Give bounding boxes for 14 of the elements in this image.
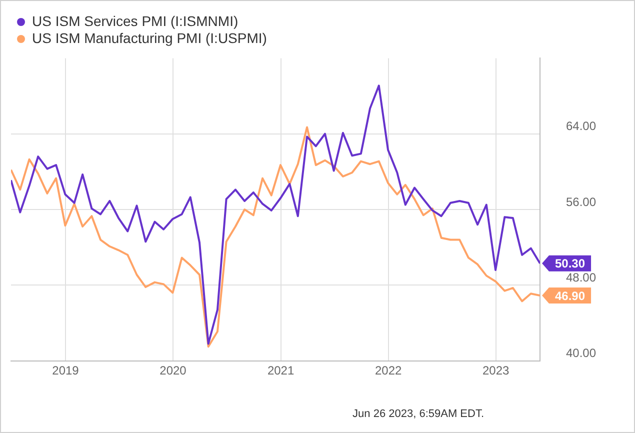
x-tick-label: 2022 <box>374 363 402 378</box>
legend-label: US ISM Manufacturing PMI (I:USPMI) <box>32 30 267 47</box>
data-label: 46.90 <box>555 288 586 303</box>
x-tick-label: 2023 <box>482 363 510 378</box>
x-tick-label: 2020 <box>160 363 187 378</box>
y-tick-label: 56.00 <box>566 194 596 209</box>
y-tick-label: 48.00 <box>566 270 596 284</box>
y-tick-label: 40.00 <box>566 346 596 360</box>
legend-label: US ISM Services PMI (I:ISMNMI) <box>32 13 238 30</box>
x-tick-label: 2019 <box>52 363 80 378</box>
x-tick-label: 2021 <box>267 363 294 378</box>
data-label: 50.30 <box>555 256 586 271</box>
text: Jun 26 2023, 6:59AM EDT. <box>352 408 484 420</box>
y-tick-label: 64.00 <box>566 119 596 134</box>
